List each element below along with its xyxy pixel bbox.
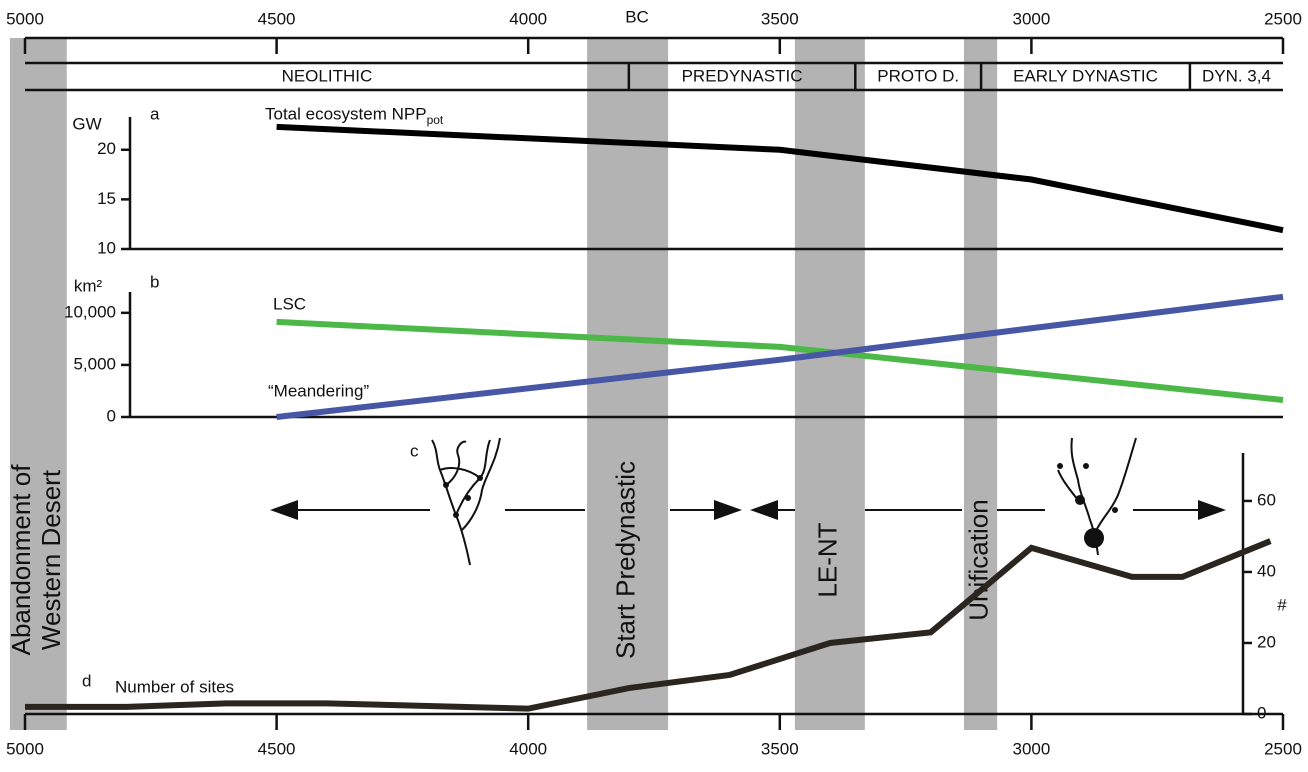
x-tick-label: 3000: [1012, 9, 1050, 28]
y-tick-label: 40: [1257, 561, 1276, 580]
x-axis-label: BC: [625, 7, 649, 26]
x-tick-label: 4500: [258, 9, 296, 28]
x-tick-label: 3500: [761, 739, 799, 758]
x-tick-label: 5000: [6, 9, 44, 28]
event-label: Start Predynastic: [610, 461, 640, 659]
y-tick-label: 0: [107, 406, 116, 425]
y-tick-label: 5,000: [73, 354, 116, 373]
event-band: [795, 38, 865, 730]
meandering-river-sketch: [1057, 438, 1136, 555]
period-label: PROTO D.: [877, 66, 959, 85]
series-label: LSC: [273, 294, 306, 313]
y-tick-label: 20: [1257, 632, 1276, 651]
y-tick-label: 0: [1257, 703, 1266, 722]
event-label: Abandonment of: [6, 464, 36, 656]
event-label: LE-NT: [813, 522, 843, 597]
y-axis-label: GW: [72, 114, 101, 133]
x-tick-label: 4000: [509, 739, 547, 758]
y-tick-label: 60: [1257, 490, 1276, 509]
event-bands: [10, 38, 997, 730]
period-label: PREDYNASTIC: [682, 66, 803, 85]
x-tick-label: 3000: [1012, 739, 1050, 758]
panel-label: c: [410, 441, 419, 460]
series-label: Total ecosystem NPPpot: [265, 104, 444, 127]
y-tick-label: 20: [97, 139, 116, 158]
x-tick-label: 5000: [6, 739, 44, 758]
y-axis-label: #: [1277, 595, 1287, 614]
y-axis-label: km²: [74, 276, 103, 295]
x-tick-label: 4000: [509, 9, 547, 28]
x-tick-label: 2500: [1264, 739, 1302, 758]
event-label: Western Desert: [36, 469, 66, 650]
y-tick-label: 10,000: [64, 302, 116, 321]
period-label: DYN. 3,4: [1202, 66, 1271, 85]
series-line: [277, 297, 1283, 417]
x-tick-label: 2500: [1264, 9, 1302, 28]
panel-label: b: [150, 272, 159, 291]
period-label: EARLY DYNASTIC: [1013, 66, 1158, 85]
event-band: [964, 38, 997, 730]
y-tick-label: 10: [97, 238, 116, 257]
panel-label: d: [82, 671, 91, 690]
panel-label: a: [150, 104, 160, 123]
figure: BC c Abandonment ofWestern Desert Start P…: [0, 0, 1308, 772]
series-line: [277, 127, 1283, 230]
series-label-subscript: pot: [427, 113, 444, 127]
y-tick-label: 15: [97, 189, 116, 208]
period-label: NEOLITHIC: [282, 66, 373, 85]
braided-river-sketch: [432, 438, 500, 565]
series-label: Number of sites: [115, 677, 234, 696]
x-tick-label: 4500: [258, 739, 296, 758]
series-label: “Meandering”: [268, 381, 369, 400]
x-tick-label: 3500: [761, 9, 799, 28]
